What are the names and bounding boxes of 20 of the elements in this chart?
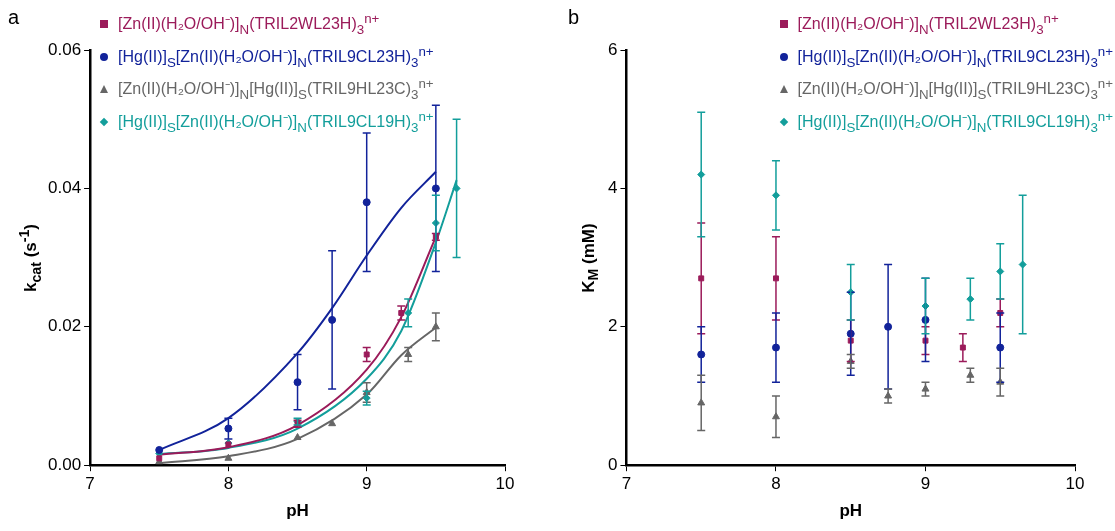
text: b — [568, 6, 580, 29]
x-tick-label: 10 — [1065, 474, 1085, 494]
y-tick-label: 0.04 — [47, 178, 82, 198]
x-tick-label: 8 — [223, 474, 234, 494]
x-tick-label: 7 — [621, 474, 632, 494]
x-tick-label: 10 — [495, 474, 515, 494]
x-tick-label: 8 — [771, 474, 781, 494]
y-tick-label: 0.00 — [47, 454, 82, 474]
x-axis-title: pH — [839, 501, 863, 521]
y-tick-label: 4 — [607, 178, 618, 198]
y-tick-label: 2 — [607, 316, 618, 336]
y-tick-label: 6 — [607, 39, 618, 59]
x-tick-label: 9 — [361, 474, 372, 494]
x-tick-label: 7 — [85, 474, 95, 494]
x-axis-title: pH — [286, 501, 309, 521]
text: a — [8, 6, 20, 29]
x-tick-label: 9 — [920, 474, 931, 494]
y-tick-label: 0.02 — [47, 316, 82, 336]
y-tick-label: 0.06 — [47, 39, 82, 59]
y-tick-label: 0 — [607, 454, 618, 474]
